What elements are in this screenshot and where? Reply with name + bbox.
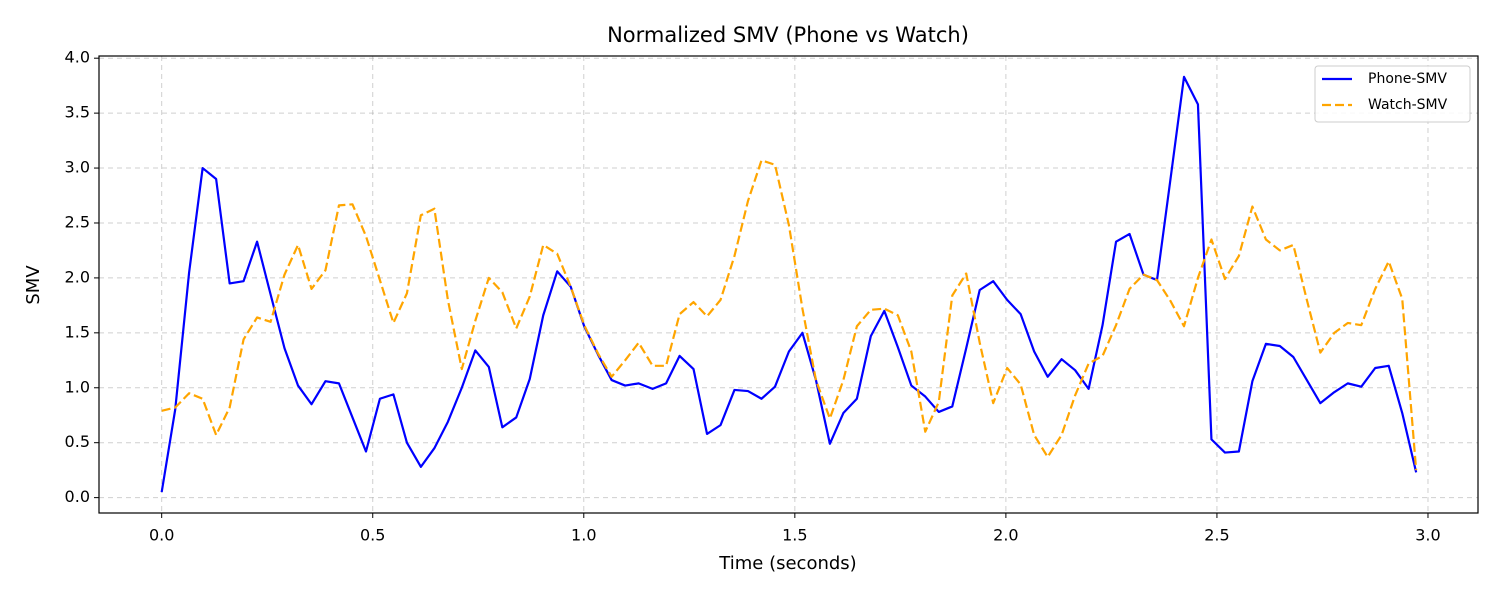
y-tick-label: 2.5 — [65, 212, 90, 231]
y-tick-label: 1.0 — [65, 377, 90, 396]
y-tick-label: 3.0 — [65, 158, 90, 177]
legend-box — [1314, 65, 1471, 123]
y-axis-label: SMV — [23, 265, 44, 305]
y-tick-label: 4.0 — [65, 48, 90, 67]
x-tick-label: 0.0 — [149, 526, 174, 545]
legend-label: Phone-SMV — [1368, 71, 1447, 87]
x-tick-label: 0.5 — [360, 526, 385, 545]
plot-frame — [98, 55, 1479, 514]
x-tick-label: 2.5 — [1204, 526, 1229, 545]
series-line — [160, 75, 1418, 493]
legend: Phone-SMV Watch-SMV — [1314, 65, 1471, 123]
chart-title: Normalized SMV (Phone vs Watch) — [607, 23, 969, 47]
series-line — [161, 159, 1418, 471]
x-axis-label: Time (seconds) — [718, 553, 856, 574]
y-tick-label: 0.5 — [65, 432, 90, 451]
legend-label: Watch-SMV — [1368, 97, 1448, 113]
y-tick-label: 0.0 — [65, 487, 90, 506]
y-tick-label: 2.0 — [65, 267, 90, 286]
y-tick-label: 1.5 — [65, 322, 90, 341]
x-tick-label: 1.5 — [782, 526, 807, 545]
x-tick-label: 1.0 — [571, 526, 596, 545]
y-tick-label: 3.5 — [65, 103, 90, 122]
x-tick-label: 2.0 — [993, 526, 1018, 545]
x-tick-label: 3.0 — [1415, 526, 1440, 545]
